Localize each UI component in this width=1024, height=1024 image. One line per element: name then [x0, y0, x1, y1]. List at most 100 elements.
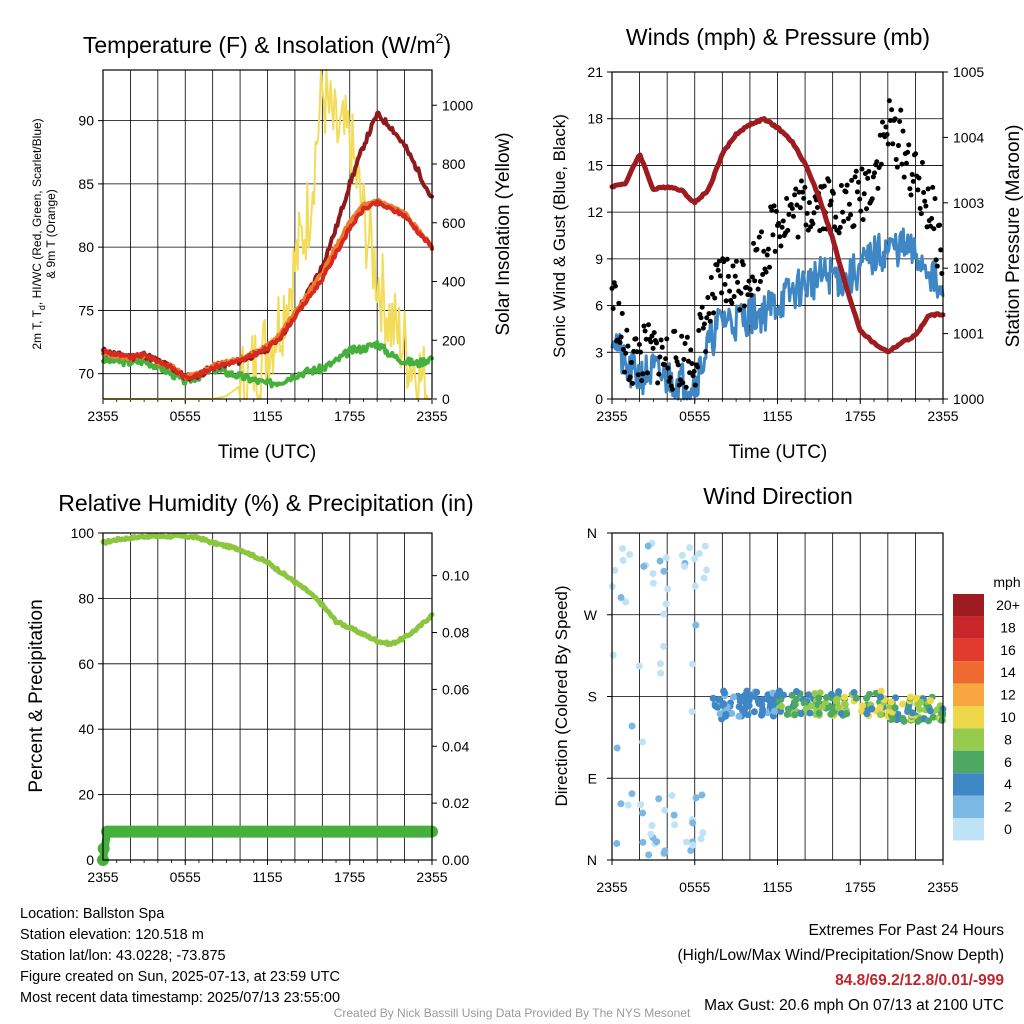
gust-point [691, 368, 697, 374]
y2-tick-label: 800 [442, 156, 466, 172]
gust-point [725, 273, 731, 279]
direction-point [635, 662, 643, 670]
direction-point [645, 851, 653, 859]
gust-point [828, 198, 834, 204]
direction-point [617, 593, 625, 601]
gust-point [899, 161, 905, 167]
direction-point [753, 688, 761, 696]
gust-point [779, 224, 785, 230]
direction-point [661, 806, 669, 814]
y-tick-label: 21 [587, 64, 603, 80]
direction-point [657, 669, 665, 677]
direction-point [892, 694, 900, 702]
direction-point [613, 744, 621, 752]
direction-point [699, 829, 707, 837]
direction-point [687, 847, 695, 855]
direction-point [857, 707, 865, 715]
colorbar-label: 8 [1004, 731, 1012, 747]
y2-tick-label: 0.06 [442, 681, 469, 697]
gust-point [733, 258, 739, 264]
gust-point [764, 252, 770, 258]
direction-point [900, 717, 908, 725]
colorbar-swatch [953, 616, 984, 639]
y-tick-label: W [584, 607, 598, 623]
gust-point [932, 196, 938, 202]
gust-point [830, 190, 836, 196]
x-axis-label: Time (UTC) [218, 442, 317, 463]
gust-point [644, 370, 650, 376]
colorbar-swatch [953, 773, 984, 796]
direction-point [744, 711, 752, 719]
direction-point [622, 598, 630, 606]
direction-point [735, 712, 743, 720]
gust-point [737, 307, 743, 313]
direction-point [688, 660, 696, 668]
gust-point [714, 262, 720, 268]
y2-tick-label: 0.10 [442, 568, 469, 584]
y2-axis-label: Solar Insolation (Yellow) [493, 132, 514, 335]
direction-point [835, 688, 843, 696]
gust-point [711, 310, 717, 316]
direction-point [609, 651, 617, 659]
direction-point [660, 567, 668, 575]
gust-point [706, 311, 712, 317]
gust-point [895, 143, 901, 149]
gust-point [866, 168, 872, 174]
temperature-panel: 70 75 80 85 90 0 200 400 600 800 1000 2355 0555 1155 1… [30, 30, 514, 463]
direction-point [639, 738, 647, 746]
colorbar-swatch [953, 638, 984, 662]
gust-point [777, 234, 783, 240]
x-tick-label: 1155 [252, 869, 282, 885]
direction-point [924, 717, 932, 725]
direction-point [783, 710, 791, 718]
direction-point [876, 693, 884, 701]
gust-point [765, 246, 771, 252]
gust-point [846, 201, 852, 207]
gust-point [667, 375, 673, 381]
gust-point [755, 286, 761, 292]
direction-point [859, 702, 867, 710]
gust-point [872, 170, 878, 176]
gust-point [918, 211, 924, 217]
gust-point [769, 207, 775, 213]
gust-point [885, 141, 891, 147]
x-tick-label: 2355 [416, 869, 447, 885]
gust-point [707, 318, 713, 324]
gust-point [717, 273, 723, 279]
gust-point [735, 279, 741, 285]
direction-point [863, 710, 871, 718]
y-tick-label: 12 [587, 204, 603, 220]
gust-point [906, 142, 912, 148]
gust-point [622, 369, 628, 375]
gust-point [761, 248, 767, 254]
gust-point [802, 184, 808, 190]
gust-point [738, 290, 744, 296]
direction-point [688, 708, 696, 716]
direction-point [818, 703, 826, 711]
extremes-subtitle: (High/Low/Max Wind/Precipitation/Snow De… [677, 947, 1005, 964]
y2-tick-label: 1005 [953, 64, 984, 80]
direction-point [807, 702, 815, 710]
gust-point [797, 205, 803, 211]
plot-frame [611, 71, 944, 400]
y2-axis-label: Station Pressure (Maroon) [1003, 125, 1024, 348]
extremes-title: Extremes For Past 24 Hours [808, 922, 1004, 939]
humidity-line [100, 532, 435, 648]
gust-point [861, 191, 867, 197]
y2-tick-label: 1000 [442, 97, 473, 113]
gust-point [679, 333, 685, 339]
direction-point [692, 794, 700, 802]
direction-point [681, 562, 689, 570]
direction-point [834, 704, 842, 712]
gust-point [648, 339, 654, 345]
gust-point [784, 195, 790, 201]
gust-point [690, 373, 696, 379]
gust-point [785, 227, 791, 233]
gust-point [900, 128, 906, 134]
gust-point [884, 132, 890, 138]
x-tick-label: 2355 [416, 408, 447, 424]
gust-point [810, 221, 816, 227]
direction-point [660, 610, 668, 618]
direction-point [639, 838, 647, 846]
gust-point [857, 196, 863, 202]
